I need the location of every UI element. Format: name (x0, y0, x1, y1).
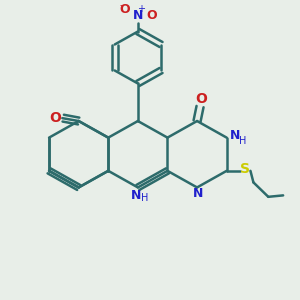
Text: +: + (137, 4, 146, 14)
Text: O: O (49, 111, 61, 125)
Text: N: N (230, 129, 240, 142)
Text: -: - (120, 1, 123, 10)
Text: O: O (146, 9, 157, 22)
Text: N: N (133, 9, 143, 22)
Text: H: H (141, 193, 148, 202)
Text: N: N (131, 189, 142, 202)
Text: O: O (119, 3, 130, 16)
Text: S: S (240, 162, 250, 176)
Text: O: O (196, 92, 208, 106)
Text: N: N (194, 187, 204, 200)
Text: H: H (239, 136, 247, 146)
